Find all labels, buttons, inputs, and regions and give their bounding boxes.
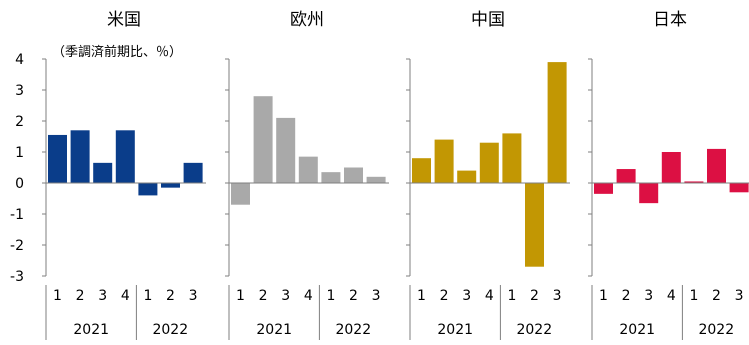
y-tick-label: -3 xyxy=(10,269,24,285)
quarter-label: 1 xyxy=(689,288,698,304)
bar xyxy=(161,183,180,188)
quarter-label: 4 xyxy=(485,288,494,304)
bar xyxy=(479,142,499,183)
panel-title: 中国 xyxy=(471,10,505,30)
bar xyxy=(344,167,363,183)
quarter-label: 2 xyxy=(622,288,631,304)
bar xyxy=(502,133,522,183)
quarter-label: 1 xyxy=(236,288,245,304)
year-label: 2021 xyxy=(619,322,655,338)
y-tick-label: 1 xyxy=(15,145,24,161)
year-label: 2021 xyxy=(73,322,109,338)
bar xyxy=(366,176,386,183)
bar xyxy=(93,162,113,183)
panel-title: 日本 xyxy=(653,10,687,30)
quarter-label: 3 xyxy=(644,288,653,304)
y-tick-label: -2 xyxy=(10,238,24,254)
bar xyxy=(48,134,67,183)
quarter-label: 1 xyxy=(53,288,62,304)
y-axis-ticks: -3 -2 -1 0 1 2 3 4 xyxy=(10,52,24,285)
bar xyxy=(639,183,659,204)
bar xyxy=(457,170,477,183)
bar xyxy=(183,162,203,183)
quarter-label: 2 xyxy=(166,288,175,304)
quarter-label: 2 xyxy=(76,288,85,304)
bar xyxy=(115,130,135,183)
bar xyxy=(321,172,341,183)
quarter-label: 1 xyxy=(417,288,426,304)
panel-title: 米国 xyxy=(107,10,141,30)
quarter-label: 3 xyxy=(372,288,381,304)
bar xyxy=(729,183,749,193)
bar xyxy=(138,183,158,196)
quarter-label: 3 xyxy=(98,288,107,304)
quarter-label: 2 xyxy=(530,288,539,304)
quarter-label: 1 xyxy=(599,288,608,304)
quarter-label: 3 xyxy=(735,288,744,304)
bar xyxy=(547,62,567,183)
quarter-label: 4 xyxy=(121,288,130,304)
year-label: 2022 xyxy=(152,322,188,338)
y-tick-label: 2 xyxy=(15,114,24,130)
year-label: 2022 xyxy=(698,322,734,338)
quarter-label: 2 xyxy=(712,288,721,304)
year-label: 2022 xyxy=(516,322,552,338)
bar xyxy=(298,156,318,183)
panel-title: 欧州 xyxy=(290,10,324,30)
y-tick-label: 3 xyxy=(15,83,24,99)
bar xyxy=(253,96,273,183)
y-tick-label: 0 xyxy=(15,176,24,192)
quarter-label: 1 xyxy=(143,288,152,304)
year-label: 2021 xyxy=(256,322,292,338)
bar xyxy=(616,169,636,183)
bar xyxy=(684,181,704,183)
quarter-label: 3 xyxy=(462,288,471,304)
y-tick-label: 4 xyxy=(15,52,24,68)
bar xyxy=(70,130,90,183)
quarter-label: 3 xyxy=(553,288,562,304)
unit-note: （季調済前期比、％） xyxy=(52,44,182,60)
quarter-label: 3 xyxy=(281,288,290,304)
quarter-label: 2 xyxy=(259,288,268,304)
quarter-label: 2 xyxy=(440,288,449,304)
bar xyxy=(434,139,454,183)
quarter-label: 1 xyxy=(507,288,516,304)
bar xyxy=(231,183,250,205)
bar xyxy=(412,158,431,183)
bar xyxy=(276,117,296,183)
year-label: 2021 xyxy=(437,322,473,338)
quarter-label: 4 xyxy=(304,288,313,304)
y-tick-label: -1 xyxy=(10,207,24,223)
year-label: 2022 xyxy=(335,322,371,338)
bar xyxy=(594,183,613,194)
quarter-label: 3 xyxy=(189,288,198,304)
bar xyxy=(707,148,726,183)
bar xyxy=(661,152,681,183)
quarter-label: 2 xyxy=(349,288,358,304)
quarter-label: 4 xyxy=(667,288,676,304)
quarter-label: 1 xyxy=(326,288,335,304)
bar xyxy=(525,183,544,267)
